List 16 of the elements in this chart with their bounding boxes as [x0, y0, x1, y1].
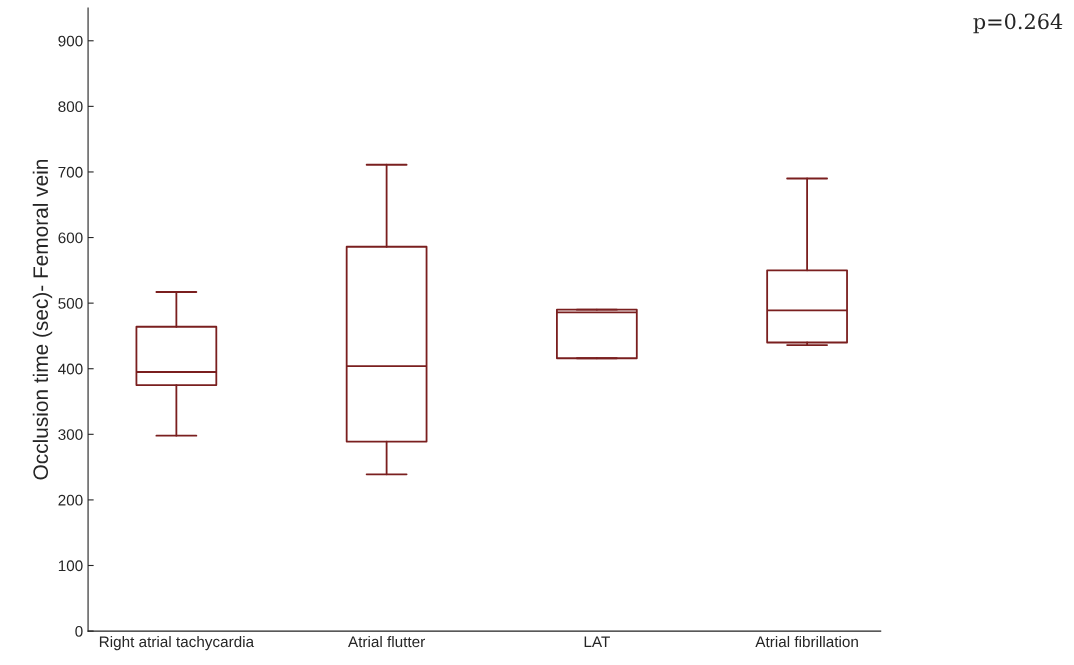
- y-tick-label: 900: [58, 35, 83, 47]
- y-tick-label: 800: [58, 101, 83, 113]
- y-tick-label: 500: [58, 298, 83, 309]
- y-axis-title: Occlusion time (sec)- Femoral vein: [32, 159, 53, 480]
- x-tick-label: Atrial flutter: [348, 635, 425, 648]
- y-tick-label: 100: [58, 560, 83, 572]
- y-tick-label: 400: [58, 363, 83, 375]
- x-tick-label: Right atrial tachycardia: [99, 635, 255, 651]
- y-tick-label: 600: [58, 232, 83, 244]
- y-tick-label: 200: [58, 494, 83, 506]
- x-tick-label: Atrial fibrillation: [755, 635, 858, 648]
- y-tick-label: 0: [75, 625, 83, 637]
- x-tick-label: LAT: [584, 636, 610, 648]
- y-tick-label: 700: [58, 166, 83, 178]
- text: p=0.264: [973, 13, 1063, 34]
- y-tick-label: 300: [58, 429, 83, 440]
